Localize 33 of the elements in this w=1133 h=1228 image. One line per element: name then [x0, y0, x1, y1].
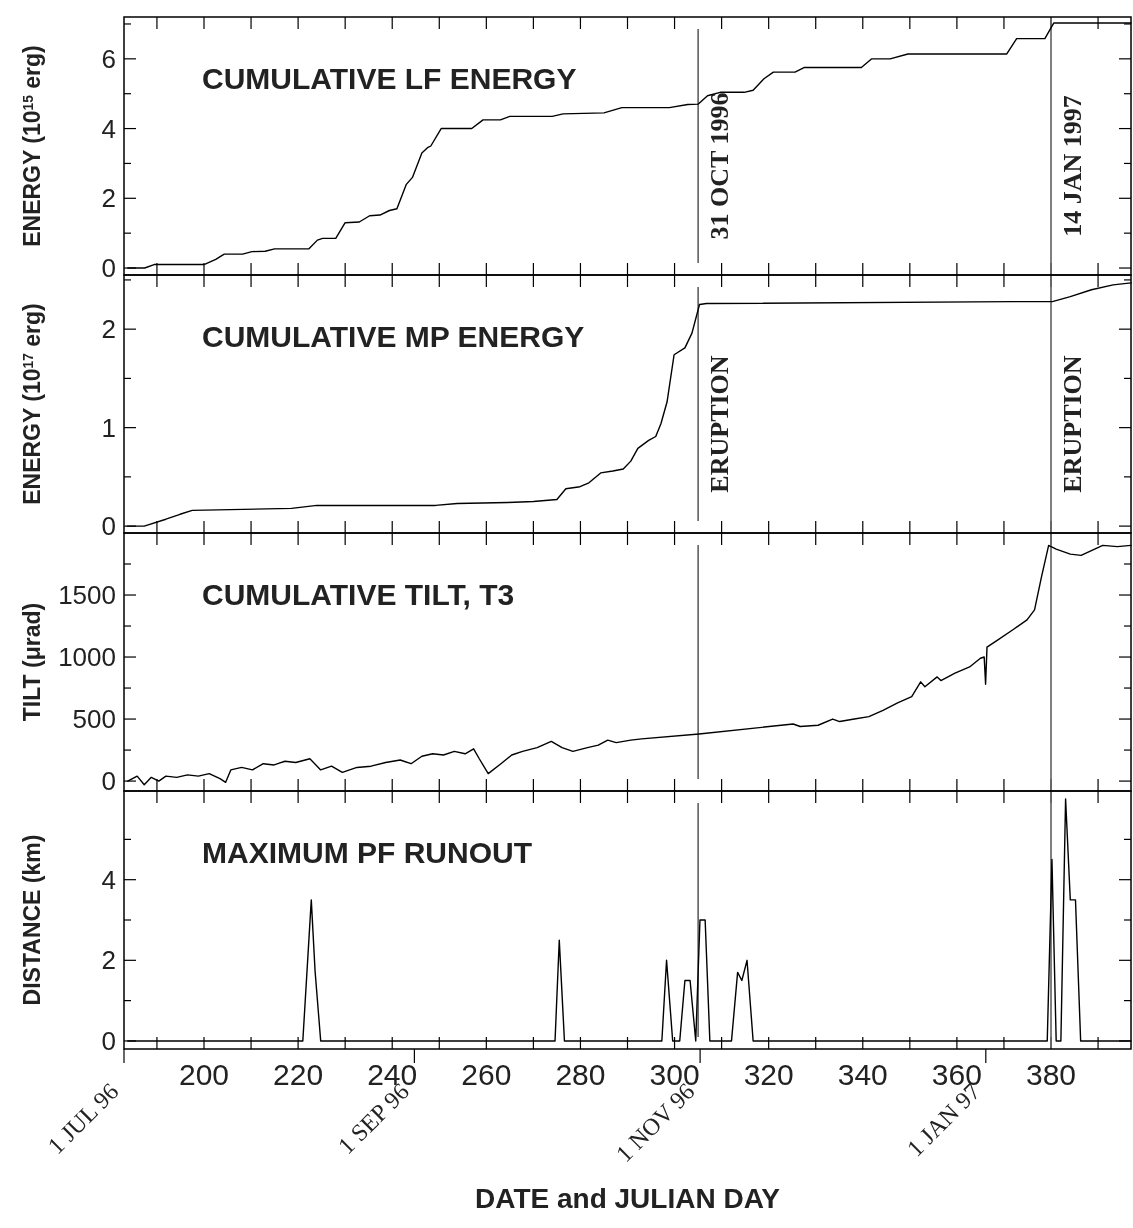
y-tick-label: 2: [101, 314, 116, 345]
y-tick-label: 1500: [58, 580, 116, 611]
ref-line-label: 31 OCT 1996: [705, 92, 735, 240]
text: CUMULATIVE TILT, T3: [202, 578, 515, 611]
y-tick-label: 4: [101, 113, 116, 144]
y-tick-label: 6: [101, 43, 116, 74]
ref-line-label: ERUPTION: [1058, 355, 1087, 493]
y-tick-label: 0: [101, 766, 116, 797]
text: CUMULATIVE LF ENERGY: [202, 62, 577, 95]
x-tick-label: 200: [178, 1058, 230, 1091]
y-tick-label: 2: [101, 945, 116, 976]
y-tick-label: 2: [101, 183, 116, 214]
y-tick-label: 4: [101, 864, 116, 895]
y-axis-title: TILT (μrad): [19, 602, 45, 722]
x-axis-title: DATE and JULIAN DAY: [475, 1183, 781, 1214]
x2-tick-label: 1 JUL 96: [42, 1078, 124, 1160]
x-tick-label: 380: [1025, 1058, 1077, 1091]
text: MAXIMUM PF RUNOUT: [202, 836, 532, 869]
x-tick-label: 320: [743, 1058, 794, 1091]
x-tick-label: 280: [555, 1058, 606, 1091]
y-tick-label: 1: [101, 412, 116, 443]
ref-line-label: 14 JAN 1997: [1058, 95, 1087, 237]
y-tick-label: 0: [101, 1026, 116, 1057]
ref-line-label: ERUPTION: [705, 355, 735, 493]
y-tick-label: 0: [101, 253, 116, 284]
y-tick-label: 1000: [58, 642, 116, 673]
y-axis-title: DISTANCE (km): [19, 834, 45, 1006]
x-tick-label: 340: [837, 1058, 888, 1091]
x-tick-label: 260: [461, 1058, 512, 1091]
text: CUMULATIVE MP ENERGY: [202, 320, 585, 353]
x-tick-label: 220: [273, 1058, 324, 1091]
y-tick-label: 0: [101, 511, 116, 542]
y-tick-label: 500: [72, 704, 116, 735]
